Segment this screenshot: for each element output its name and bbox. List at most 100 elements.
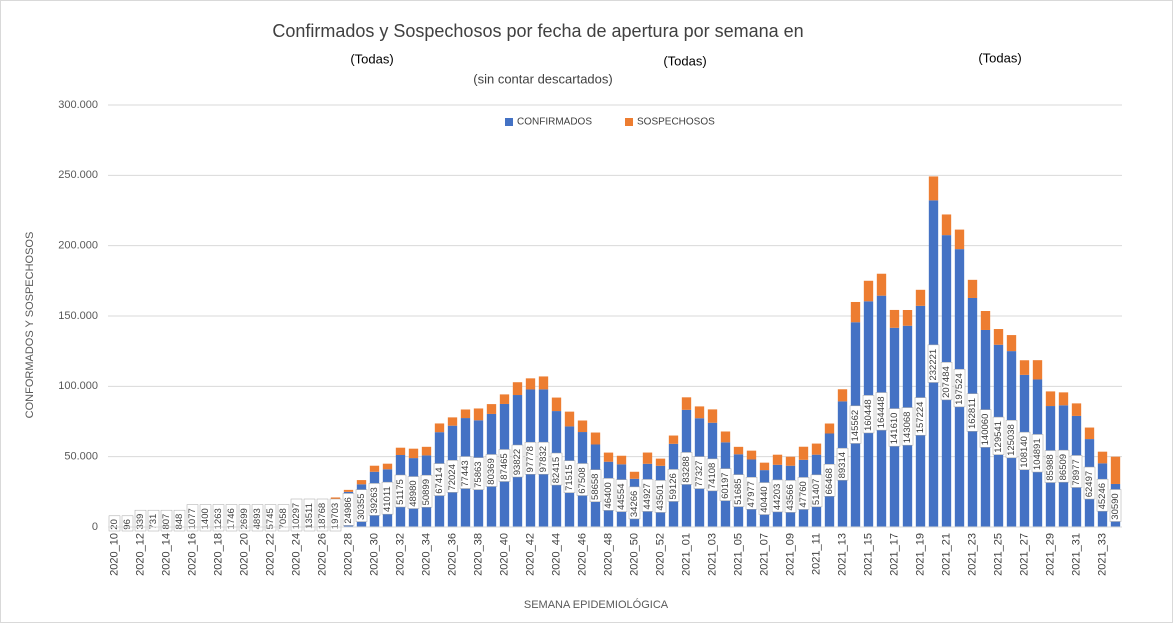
data-label: 807 [161,514,172,530]
bar-segment [512,382,523,396]
filter-label: (Todas) [978,50,1021,65]
bar-segment [733,446,744,455]
data-label-bg [524,441,537,475]
data-label: 80369 [486,458,497,484]
x-tick-label: 2021_11 [810,533,822,575]
x-tick-label: 2021_23 [966,533,978,576]
bar-segment [564,411,575,427]
bar-segment [1045,391,1056,407]
data-label: 162811 [967,398,978,429]
chart-title: Confirmados y Sospechosos por fecha de a… [272,21,803,41]
data-label: 232221 [928,349,939,381]
data-label: 108140 [1019,436,1030,468]
data-label-bg [316,498,329,532]
y-tick-label: 150.000 [58,310,98,322]
data-label: 67508 [577,467,588,493]
data-label-bg [654,480,667,513]
data-label: 89314 [837,452,848,478]
data-label-bg [238,504,251,532]
data-label-bg [264,504,277,532]
bar-segment [746,450,757,460]
bar-segment [876,273,887,296]
x-tick-label: 2020_48 [602,533,614,576]
data-label-bg [290,498,303,532]
x-tick-label: 2020_26 [316,533,328,576]
bar-segment [1058,392,1069,406]
data-label: 157224 [915,402,926,434]
data-label-bg [446,460,459,493]
x-tick-label: 2021_03 [706,533,718,576]
data-label-bg [433,463,446,496]
data-label: 1400 [200,508,211,529]
bar-segment [681,397,692,410]
x-tick-label: 2020_30 [368,533,380,576]
data-label-bg [355,489,368,522]
bar-segment [915,289,926,306]
bar-segment [941,214,952,236]
bar-segment [616,455,627,465]
data-label-bg [420,474,433,508]
data-label: 41011 [382,486,393,512]
bar-segment [1110,456,1121,484]
data-label: 43566 [785,484,796,510]
filter-label: (Todas) [663,53,706,68]
data-label: 97832 [538,446,549,472]
data-label-bg [771,479,784,513]
x-tick-label: 2020_50 [628,533,640,576]
bar-segment [928,176,939,201]
bar-segment [356,480,367,485]
x-tick-label: 2020_20 [238,533,250,576]
data-label-bg [693,456,706,489]
data-label-bg [212,504,225,532]
data-label: 4893 [252,508,263,529]
data-label: 848 [174,514,185,530]
data-label: 164448 [876,396,887,428]
bar-segment [421,446,432,456]
legend-label: SOSPECHOSOS [637,117,715,128]
data-label: 7058 [278,508,289,529]
bar-segment [460,409,471,419]
data-label: 34266 [629,491,640,517]
x-tick-label: 2020_44 [550,533,562,576]
data-label: 339 [135,514,146,530]
bar-segment [811,443,822,455]
x-tick-label: 2021_29 [1044,533,1056,576]
bar-segment [395,447,406,456]
data-label-bg [173,509,186,532]
data-label-bg [1018,431,1031,470]
bar-segment [759,462,770,471]
data-label-bg [758,482,771,515]
data-label: 1746 [226,508,237,529]
bar-segment [1084,427,1095,440]
data-label: 24986 [343,497,354,523]
bar-segment [655,458,666,466]
bar-segment [1019,360,1030,375]
data-label-bg [810,474,823,508]
data-label: 129541 [993,421,1004,453]
y-tick-label: 50.000 [64,451,98,463]
data-label-bg [537,441,550,475]
bar-segment [902,309,913,326]
data-label: 19703 [330,503,341,529]
data-label-bg [134,509,147,532]
data-label-bg [1044,450,1057,483]
data-label-bg [459,456,472,489]
bar-segment [824,423,835,434]
data-label: 86509 [1058,454,1069,480]
data-label-bg [368,483,381,516]
bar-segment [954,229,965,250]
y-tick-label: 100.000 [58,380,98,392]
data-label-bg [1031,434,1044,473]
data-label-bg [199,504,212,532]
bar-segment [603,452,614,462]
data-label-bg [940,362,953,401]
x-tick-label: 2021_27 [1018,533,1030,576]
data-label: 160448 [863,399,874,431]
x-tick-label: 2021_19 [914,533,926,576]
data-label: 104891 [1032,438,1043,470]
data-label: 43501 [655,484,666,510]
x-tick-label: 2021_15 [862,533,874,576]
x-tick-label: 2020_40 [498,533,510,576]
x-tick-label: 2021_09 [784,533,796,576]
